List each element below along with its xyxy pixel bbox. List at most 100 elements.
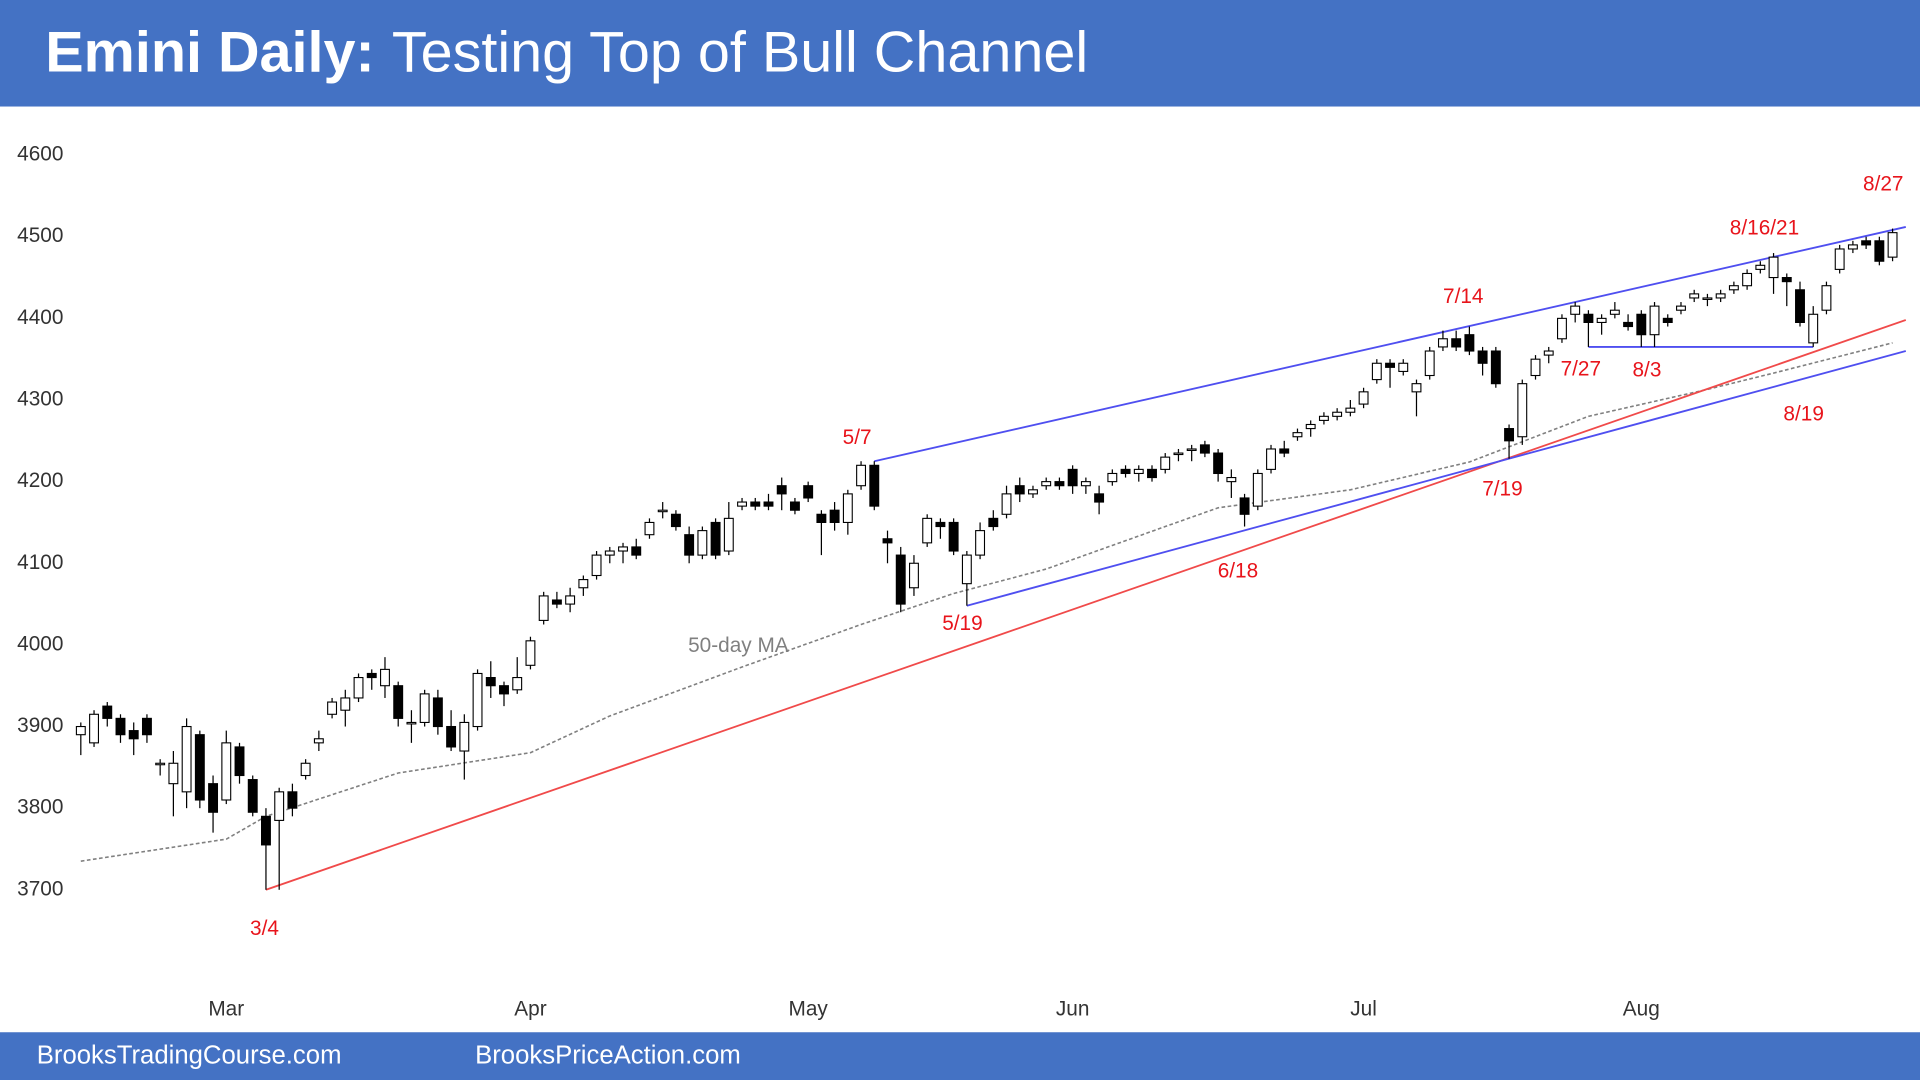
- candle-body: [1874, 240, 1885, 262]
- candle-body: [75, 725, 86, 736]
- candle-body: [816, 513, 827, 523]
- candle-body: [1596, 317, 1607, 323]
- candle-body: [684, 534, 695, 556]
- candle-body: [1715, 293, 1726, 299]
- candle-body: [194, 734, 205, 801]
- ma-label: 50-day MA: [688, 634, 789, 657]
- candle-body: [1781, 277, 1792, 283]
- candle-body: [975, 530, 986, 556]
- candle-body: [1133, 468, 1144, 475]
- candle-body: [670, 513, 681, 528]
- candle-body: [287, 791, 298, 809]
- candle-body: [499, 685, 509, 695]
- candle-body: [380, 668, 390, 687]
- candle-body: [869, 464, 880, 507]
- candle-body: [1371, 362, 1382, 381]
- candle-body: [1107, 472, 1118, 483]
- candle-body: [1160, 456, 1171, 470]
- candle-body: [1173, 452, 1184, 456]
- candle-body: [234, 746, 245, 777]
- candle-body: [327, 701, 338, 715]
- candle-body: [1543, 350, 1554, 356]
- candle-body: [1239, 497, 1250, 515]
- candle-body: [591, 554, 602, 577]
- candle-body: [882, 538, 893, 544]
- candle-body: [1702, 297, 1713, 300]
- date-annotation: 7/27: [1561, 357, 1601, 380]
- date-annotation: 5/7: [843, 426, 872, 449]
- y-tick-label: 4400: [17, 306, 63, 329]
- candle-body: [406, 721, 417, 725]
- date-annotation: 3/4: [250, 917, 279, 940]
- candle-body: [1252, 472, 1263, 507]
- candle-body: [1358, 391, 1369, 405]
- y-tick-label: 4000: [17, 632, 63, 655]
- candle-body: [512, 676, 523, 691]
- candle-body: [247, 779, 258, 813]
- candle-body: [1437, 338, 1448, 348]
- candle-body: [141, 717, 152, 736]
- candle-body: [1305, 423, 1316, 430]
- candle-body: [1147, 468, 1157, 479]
- y-tick-label: 3800: [17, 796, 63, 819]
- candle-body: [1609, 309, 1620, 315]
- candle-body: [1067, 468, 1078, 487]
- date-annotation: 6/18: [1218, 559, 1258, 582]
- candle-body: [472, 672, 483, 728]
- candle-body: [115, 717, 126, 736]
- candle-body: [1649, 305, 1660, 336]
- candle-body: [697, 530, 708, 556]
- candle-body: [89, 713, 99, 744]
- candle-body: [393, 685, 404, 719]
- candle-body: [1014, 485, 1025, 495]
- candle-body: [459, 721, 470, 752]
- candle-body: [366, 672, 377, 679]
- candle-body: [789, 501, 800, 511]
- candle-body: [829, 509, 840, 523]
- candle-body: [856, 464, 867, 487]
- candle-body: [908, 562, 919, 589]
- date-annotation: 5/19: [942, 612, 982, 635]
- candle-body: [763, 501, 774, 507]
- y-tick-label: 4500: [17, 224, 63, 247]
- candle-body: [1398, 362, 1409, 372]
- candle-body: [1424, 350, 1435, 377]
- date-annotation: 8/16/21: [1730, 216, 1799, 239]
- candle-body: [221, 742, 232, 801]
- candle-body: [1861, 240, 1872, 246]
- y-tick-label: 4100: [17, 551, 63, 574]
- x-tick-label: May: [789, 998, 829, 1021]
- y-tick-label: 4200: [17, 469, 63, 492]
- candle-body: [1120, 468, 1131, 475]
- candle-body: [208, 783, 219, 813]
- candle-body: [1490, 350, 1501, 385]
- candle-body: [1464, 334, 1475, 352]
- x-tick-label: Apr: [514, 998, 546, 1021]
- candle-body: [446, 725, 457, 748]
- candle-body: [1834, 248, 1845, 270]
- candle-body: [1080, 481, 1091, 487]
- candle-body: [922, 517, 933, 544]
- x-tick-label: Aug: [1623, 998, 1660, 1021]
- candle-body: [1676, 305, 1686, 311]
- footer-left: BrooksTradingCourse.com: [37, 1042, 342, 1070]
- title-text: Testing Top of Bull Channel: [392, 21, 1088, 85]
- candle-body: [1728, 285, 1739, 291]
- candle-body: [551, 599, 562, 605]
- candle-body: [1517, 383, 1528, 438]
- candle-body: [525, 640, 536, 666]
- candle-body: [419, 693, 430, 724]
- candle-body: [1186, 448, 1197, 451]
- candle-body: [803, 485, 814, 499]
- candle-body: [710, 521, 721, 556]
- candle-body: [1226, 477, 1237, 483]
- footer-bar: [0, 1032, 1920, 1080]
- candle-body: [313, 738, 324, 744]
- candle-body: [353, 676, 364, 699]
- candle-body: [1054, 481, 1065, 487]
- x-tick-label: Jun: [1056, 998, 1090, 1021]
- candle-body: [1887, 232, 1898, 258]
- candle-body: [1411, 383, 1422, 393]
- candle-body: [604, 550, 615, 556]
